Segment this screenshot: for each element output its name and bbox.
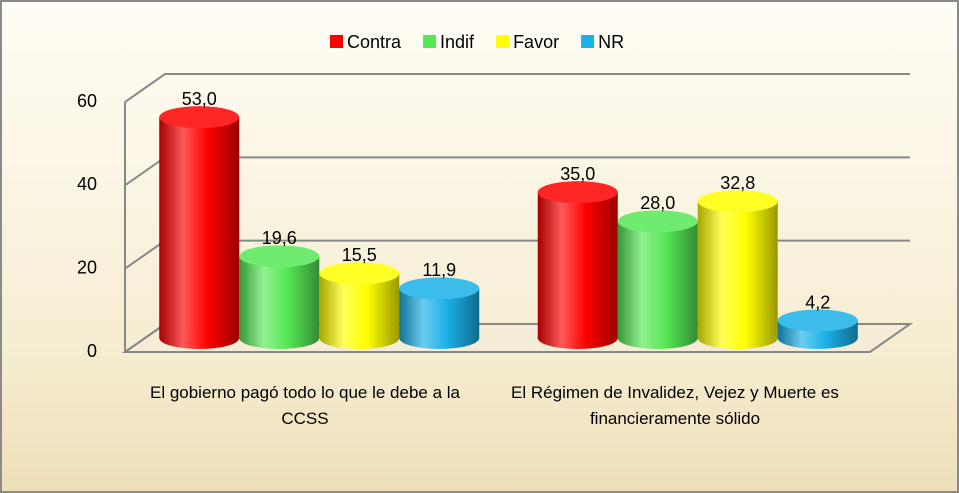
data-label: 53,0 <box>182 89 217 109</box>
bar <box>159 117 240 339</box>
legend-label: Contra <box>347 32 402 52</box>
bar <box>239 256 320 338</box>
y-tick-label: 60 <box>77 91 97 111</box>
bar-top <box>159 106 240 129</box>
data-label: 11,9 <box>422 260 456 280</box>
legend-swatch <box>581 35 595 48</box>
bar-top <box>319 262 400 285</box>
bar <box>537 192 618 338</box>
x-tick-label: El gobierno pagó todo lo que le debe a l… <box>149 383 461 428</box>
bar-top <box>399 277 480 300</box>
bar <box>697 201 778 338</box>
data-label: 19,6 <box>262 228 297 248</box>
grid-line <box>124 73 910 103</box>
bar-top <box>537 181 618 204</box>
legend-swatch <box>496 35 510 48</box>
bar-top <box>777 309 858 332</box>
y-tick-label: 20 <box>77 257 97 277</box>
legend-label: Favor <box>513 32 559 52</box>
legend-swatch <box>423 35 437 48</box>
legend-label: NR <box>598 32 624 52</box>
data-label: 32,8 <box>720 173 755 193</box>
bar-top <box>239 245 320 268</box>
data-label: 28,0 <box>640 193 675 213</box>
bar <box>617 221 698 338</box>
y-tick-label: 0 <box>87 341 97 361</box>
data-label: 15,5 <box>342 245 377 265</box>
bar-top <box>697 190 778 213</box>
legend-swatch <box>330 35 343 48</box>
data-label: 35,0 <box>560 164 595 184</box>
bar-top <box>617 210 698 233</box>
y-tick-label: 40 <box>77 174 97 194</box>
x-tick-label: El Régimen de Invalidez, Vejez y Muerte … <box>511 383 839 428</box>
legend-label: Indif <box>440 32 475 52</box>
data-label: 4,2 <box>805 292 830 312</box>
